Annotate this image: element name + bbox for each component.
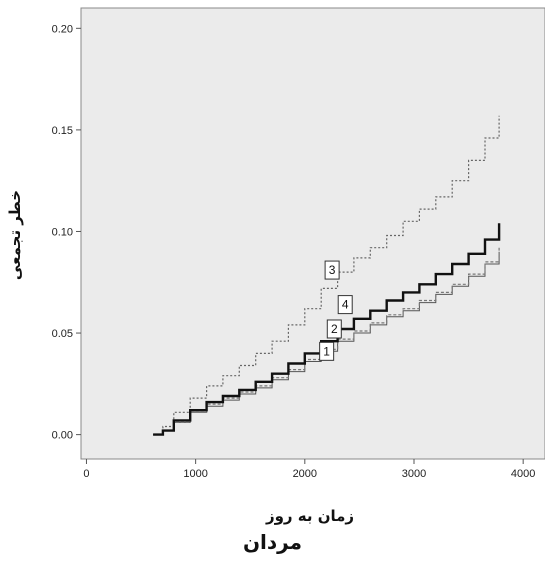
x-axis-title: زمان به روز — [265, 507, 354, 525]
x-tick-label: 1000 — [183, 468, 207, 480]
plot-area — [80, 7, 545, 460]
series-labels: 12 3 4 — [319, 260, 353, 361]
y-axis: 0.00 0.05 0.10 0.15 0.20 — [52, 23, 81, 442]
x-tick-label: 2000 — [293, 468, 317, 480]
series-line-4 — [153, 223, 501, 436]
x-tick-label: 0 — [83, 468, 89, 480]
x-axis: 0 1000 2000 3000 4000 — [83, 459, 535, 480]
series-line-2 — [153, 247, 500, 436]
y-axis-title: خطر تجمعی — [6, 190, 24, 280]
series-tag-box-2 — [326, 319, 342, 339]
series-tag-4: 4 — [342, 298, 349, 312]
y-tick-label: 0.00 — [52, 430, 73, 442]
x-tick-label: 3000 — [402, 468, 426, 480]
x-tick-label: 4000 — [511, 468, 535, 480]
y-tick-label: 0.20 — [52, 23, 73, 35]
series-tag-box-4 — [337, 295, 353, 315]
y-tick-label: 0.15 — [52, 125, 73, 137]
series-tag-box-3 — [324, 260, 340, 280]
y-tick-label: 0.05 — [52, 328, 73, 340]
series-tag-2: 2 — [331, 322, 338, 336]
series-tag-box-1 — [319, 341, 335, 361]
y-tick-label: 0.10 — [52, 226, 73, 238]
series-tag-3: 3 — [329, 263, 336, 277]
chart-caption: مردان — [242, 530, 302, 554]
series-tag-1: 1 — [323, 344, 330, 358]
